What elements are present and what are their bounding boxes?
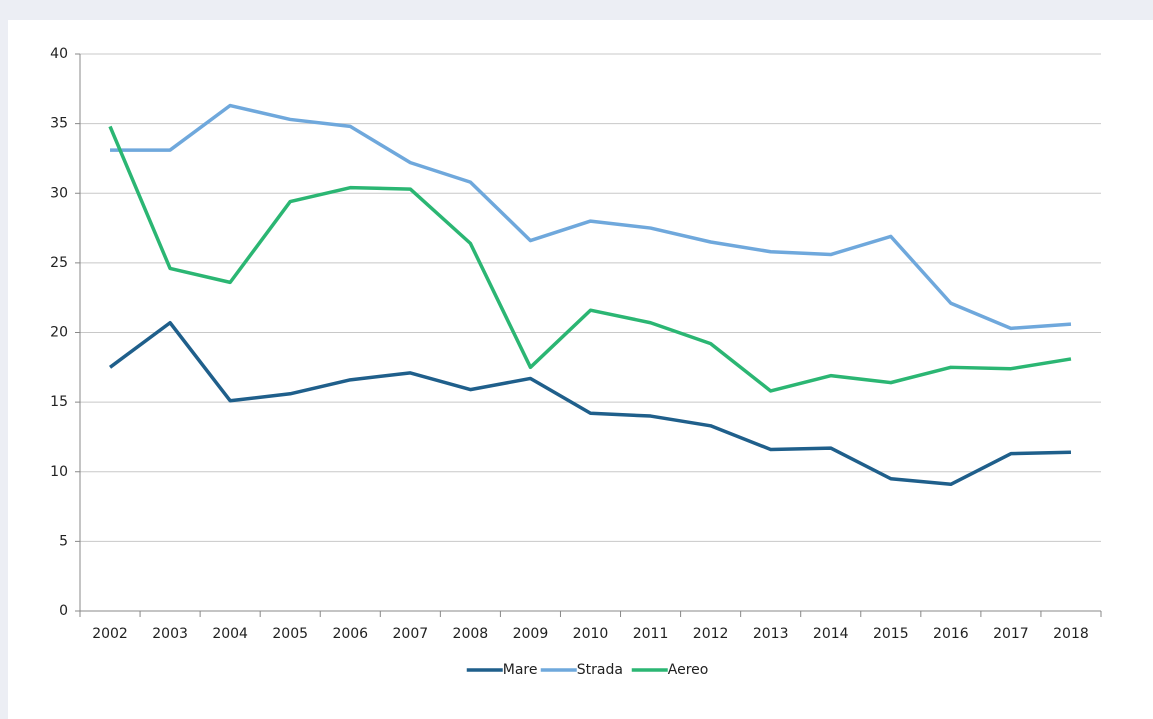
x-tick-label: 2009: [513, 626, 549, 642]
legend-label: Strada: [577, 662, 623, 678]
series-line: [110, 103, 1072, 331]
legend-label: Aereo: [668, 662, 709, 678]
x-tick-label: 2008: [453, 626, 489, 642]
y-tick-label: 20: [50, 325, 68, 341]
x-tick-label: 2006: [332, 626, 368, 642]
legend-label: Mare: [503, 662, 538, 678]
y-tick-label: 0: [59, 603, 68, 619]
y-tick-label: 15: [50, 394, 68, 410]
y-tick-label: 10: [50, 464, 68, 480]
chart-panel: [8, 20, 1153, 719]
x-tick-label: 2002: [92, 626, 128, 642]
y-tick-label: 35: [50, 116, 68, 132]
series-line: [108, 321, 1072, 487]
y-tick-label: 5: [59, 533, 68, 549]
x-tick-label: 2013: [753, 626, 789, 642]
x-tick-label: 2016: [933, 626, 969, 642]
x-tick-label: 2012: [693, 626, 729, 642]
x-tick-label: 2010: [573, 626, 609, 642]
x-tick-label: 2004: [212, 626, 248, 642]
x-tick-label: 2003: [152, 626, 188, 642]
x-tick-label: 2014: [813, 626, 849, 642]
x-tick-label: 2015: [873, 626, 909, 642]
y-tick-label: 40: [50, 46, 68, 62]
x-tick-label: 2005: [272, 626, 308, 642]
y-tick-label: 25: [50, 255, 68, 271]
x-tick-label: 2017: [993, 626, 1029, 642]
x-tick-label: 2018: [1053, 626, 1089, 642]
x-tick-label: 2011: [633, 626, 669, 642]
x-tick-label: 2007: [393, 626, 429, 642]
y-tick-label: 30: [50, 185, 68, 201]
series-line: [108, 125, 1072, 393]
